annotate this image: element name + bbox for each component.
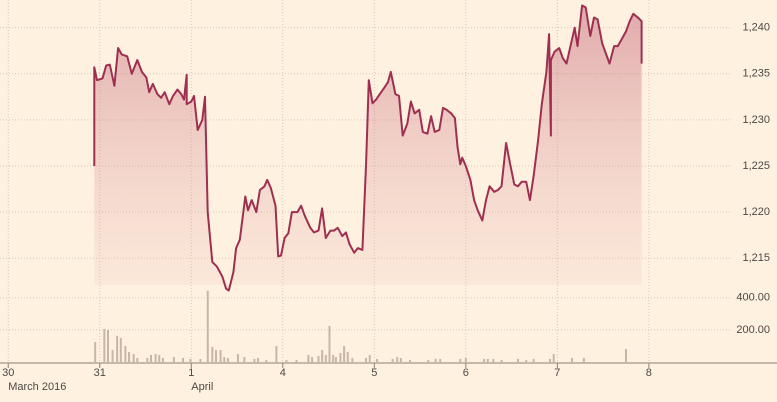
volume-bar <box>464 357 467 362</box>
volume-bar <box>161 357 164 362</box>
volume-bar <box>199 358 202 362</box>
volume-bar <box>321 349 324 362</box>
volume-bar <box>334 357 337 362</box>
volume-bar <box>257 357 260 362</box>
volume-bar <box>525 359 528 362</box>
y-tick-label: 1,215 <box>742 252 770 264</box>
x-sublabel: March 2016 <box>8 381 66 393</box>
volume-bar <box>517 358 519 362</box>
volume-bar <box>570 357 573 362</box>
volume-bar <box>206 290 209 362</box>
y-tick-label: 200.00 <box>736 324 770 336</box>
volume-bar <box>459 358 462 362</box>
volume-bar <box>624 349 627 362</box>
volume-bar <box>189 358 192 362</box>
volume-bar <box>285 359 288 362</box>
volume-bar <box>368 354 371 362</box>
y-tick-label: 1,225 <box>742 160 770 172</box>
volume-bar <box>223 357 226 362</box>
volume-bar <box>532 358 535 362</box>
volume-bar <box>150 354 153 362</box>
volume-bar <box>154 353 157 362</box>
volume-bar <box>332 354 335 362</box>
volume-bar <box>500 359 503 362</box>
volume-bar <box>211 346 214 362</box>
volume-bar <box>94 341 97 362</box>
volume-bar <box>236 353 239 362</box>
volume-bar <box>172 357 175 362</box>
volume-bar <box>365 357 368 362</box>
volume-bar <box>391 358 394 362</box>
volume-bar <box>343 345 346 362</box>
volume-bar <box>226 357 229 362</box>
volume-bar <box>132 353 135 362</box>
volume-bar <box>492 358 495 362</box>
volume-bar <box>439 358 442 362</box>
area-fill <box>94 5 642 291</box>
x-tick-label: 6 <box>463 367 469 379</box>
x-tick-label: 8 <box>646 367 652 379</box>
volume-bar <box>103 328 106 362</box>
volume-bar <box>106 329 109 362</box>
volume-bar <box>582 357 585 362</box>
volume-bar <box>427 359 430 362</box>
volume-bar <box>219 349 222 362</box>
x-tick-label: 7 <box>554 367 560 379</box>
volume-bar <box>486 358 489 362</box>
x-tick-label: 4 <box>280 367 286 379</box>
x-tick-label: 31 <box>94 367 106 379</box>
volume-bar <box>214 349 217 362</box>
volume-bar <box>146 357 149 362</box>
volume-bar <box>116 335 119 362</box>
volume-bar <box>434 358 437 362</box>
volume-bar <box>324 354 327 362</box>
price-line <box>93 4 643 292</box>
volume-bar <box>328 325 331 362</box>
volume-bar <box>376 358 379 362</box>
volume-bar <box>409 359 412 362</box>
volume-bar <box>396 357 399 362</box>
volume-bar <box>399 357 402 362</box>
y-tick-label: 1,240 <box>742 22 770 34</box>
volume-bar <box>111 349 114 362</box>
volume-bar <box>243 357 246 362</box>
volume-bar <box>311 357 314 362</box>
volume-bar <box>253 358 256 362</box>
volume-bar <box>549 358 552 362</box>
volume-bar <box>124 345 127 362</box>
y-tick-label: 1,230 <box>742 114 770 126</box>
volume-bar <box>275 345 278 362</box>
x-sublabel: April <box>191 381 213 393</box>
volume-bar <box>483 358 486 362</box>
volume-bar <box>128 351 131 362</box>
volume-bar <box>339 353 342 362</box>
x-tick-label: 5 <box>371 367 377 379</box>
volume-bar <box>317 355 320 362</box>
volume-bar <box>265 359 268 362</box>
volume-bar <box>182 357 185 362</box>
x-tick-label: 1 <box>188 367 194 379</box>
volume-bar <box>119 337 122 362</box>
y-tick-label: 1,235 <box>742 68 770 80</box>
volume-bar <box>346 351 349 362</box>
y-tick-label: 400.00 <box>736 292 770 304</box>
volume-bar <box>136 357 139 362</box>
volume-bar <box>307 354 310 362</box>
volume-bar <box>552 353 555 362</box>
x-tick-label: 30 <box>2 367 14 379</box>
y-tick-label: 1,220 <box>742 206 770 218</box>
volume-bar <box>351 357 354 362</box>
volume-bar <box>158 354 161 362</box>
volume-bar <box>295 359 298 362</box>
